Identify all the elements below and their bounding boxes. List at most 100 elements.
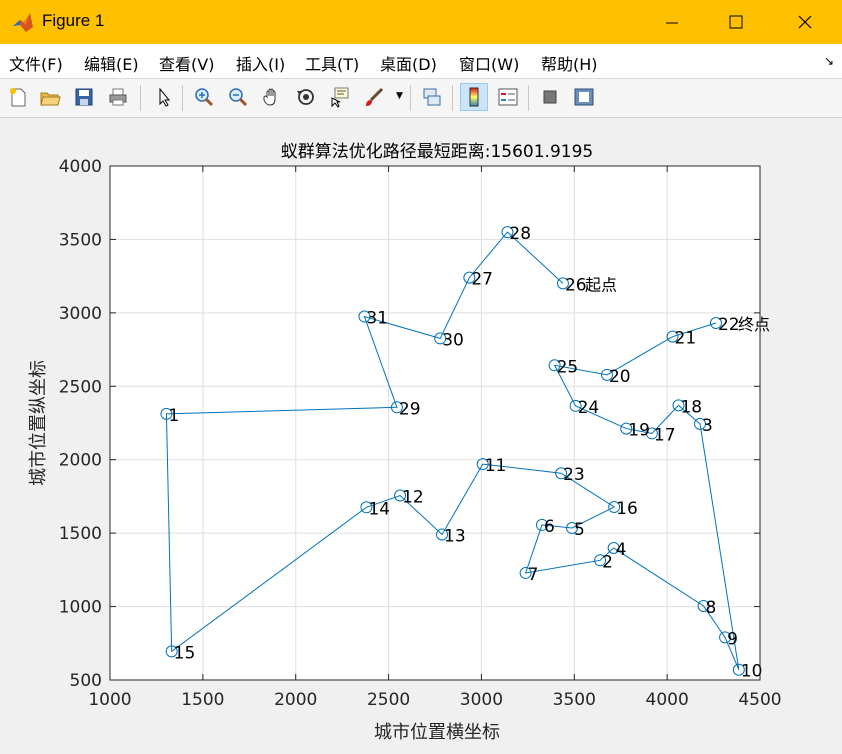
city-label: 15 <box>174 643 196 663</box>
y-tick-label: 1500 <box>59 524 102 544</box>
show-plot-tools-button[interactable] <box>570 83 598 111</box>
city-marker <box>434 332 447 345</box>
zoom-out-button[interactable] <box>224 83 252 111</box>
x-tick-label: 3500 <box>553 690 596 710</box>
menu-edit[interactable]: 编辑(E) <box>84 55 139 74</box>
city-label: 13 <box>444 526 466 546</box>
city-marker <box>607 541 620 554</box>
colorbar-button[interactable] <box>460 83 488 111</box>
menu-bar: 文件(F) 编辑(E) 查看(V) 插入(I) 工具(T) 桌面(D) 窗口(W… <box>0 44 842 79</box>
city-marker <box>672 399 685 412</box>
city-label: 31 <box>366 309 388 329</box>
figure-toolbar: ▼ <box>0 79 842 118</box>
show-plot-tools-icon <box>574 88 594 106</box>
x-tick-label: 2500 <box>367 690 410 710</box>
city-label: 2 <box>602 552 613 572</box>
city-marker <box>436 528 449 541</box>
hide-plot-tools-button[interactable] <box>536 83 564 111</box>
city-label: 30 <box>442 330 464 350</box>
city-marker <box>666 330 679 343</box>
city-marker <box>594 554 607 567</box>
menu-desktop[interactable]: 桌面(D) <box>380 55 437 74</box>
zoom-out-icon <box>229 88 248 107</box>
figure-canvas[interactable]: 1 2 3 4 5 6 7 8 9 10 11 12 13 14 15 16 17 18 19 20 21 22 23 24 2… <box>0 118 842 750</box>
pan-hand-icon <box>263 88 276 106</box>
menu-insert[interactable]: 插入(I) <box>236 55 286 74</box>
city-label: 5 <box>574 520 585 540</box>
city-marker <box>476 458 489 471</box>
city-label: 12 <box>402 488 424 508</box>
brush-dropdown-icon[interactable]: ▼ <box>396 91 403 101</box>
city-label: 14 <box>368 499 390 519</box>
city-label: 4 <box>616 540 627 560</box>
open-file-button[interactable] <box>36 83 64 111</box>
menu-help[interactable]: 帮助(H) <box>541 55 598 74</box>
link-plot-icon <box>423 88 441 106</box>
city-marker <box>569 399 582 412</box>
menu-view[interactable]: 查看(V) <box>159 55 215 74</box>
city-label: 11 <box>485 456 507 476</box>
city-label: 10 <box>741 662 763 682</box>
city-marker <box>358 310 371 323</box>
maximize-button[interactable] <box>706 0 766 44</box>
minimize-button[interactable] <box>642 0 702 44</box>
city-marker <box>548 359 561 372</box>
window-titlebar: Figure 1 <box>0 0 842 44</box>
colorbar-icon <box>469 87 479 107</box>
city-marker <box>165 645 178 658</box>
city-label: 17 <box>654 425 676 445</box>
city-marker <box>535 518 548 531</box>
city-marker <box>556 277 569 290</box>
city-label: 16 <box>616 499 638 519</box>
city-label: 28 <box>509 224 531 244</box>
x-axis-label: 城市位置横坐标 <box>374 722 500 743</box>
save-button[interactable] <box>70 83 98 111</box>
pan-button[interactable] <box>258 83 286 111</box>
open-file-icon <box>40 92 61 106</box>
data-cursor-button[interactable] <box>326 83 354 111</box>
x-tick-label: 2000 <box>274 690 317 710</box>
plot-area <box>110 166 760 680</box>
city-layer: 1234567891011121314151617181920212223242… <box>160 224 770 682</box>
close-icon <box>798 15 812 29</box>
city-label: 6 <box>544 517 555 537</box>
menu-file[interactable]: 文件(F) <box>9 55 63 74</box>
new-figure-button[interactable] <box>4 83 32 111</box>
menu-tools[interactable]: 工具(T) <box>305 55 360 74</box>
print-button[interactable] <box>104 83 132 111</box>
x-axis-ticks: 1000 1500 2000 2500 3000 3500 4000 4500 <box>88 166 782 710</box>
y-tick-label: 2500 <box>59 377 102 397</box>
close-button[interactable] <box>775 0 835 44</box>
plot-border <box>109 165 761 681</box>
rotate-button[interactable] <box>292 83 320 111</box>
y-axis-label: 城市位置纵坐标 <box>28 360 49 486</box>
menu-window[interactable]: 窗口(W) <box>459 55 520 74</box>
city-marker <box>694 417 707 430</box>
city-label: 3 <box>702 416 713 436</box>
toolbar-separator <box>182 85 183 111</box>
link-plot-button[interactable] <box>418 83 446 111</box>
x-tick-label: 3000 <box>460 690 503 710</box>
toolbar-separator <box>140 85 141 111</box>
toolbar-separator <box>452 85 453 111</box>
pointer-button[interactable] <box>150 83 178 111</box>
brush-button[interactable] <box>360 83 388 111</box>
maximize-icon <box>729 15 743 29</box>
city-marker <box>555 467 568 480</box>
zoom-in-button[interactable] <box>190 83 218 111</box>
print-icon <box>109 88 127 106</box>
toolbar-separator <box>410 85 411 111</box>
x-tick-label: 1500 <box>181 690 224 710</box>
end-label: 终点 <box>738 315 770 334</box>
city-label: 8 <box>706 598 717 618</box>
city-label: 20 <box>609 367 631 387</box>
y-tick-label: 3000 <box>59 304 102 324</box>
city-label: 23 <box>563 465 585 485</box>
city-marker <box>394 489 407 502</box>
city-marker <box>463 271 476 284</box>
route-chart[interactable]: 1234567891011121314151617181920212223242… <box>0 118 842 750</box>
dock-arrow-icon[interactable]: ↘ <box>823 54 834 68</box>
x-tick-label: 1000 <box>88 690 131 710</box>
city-marker <box>360 501 373 514</box>
legend-button[interactable] <box>494 83 522 111</box>
